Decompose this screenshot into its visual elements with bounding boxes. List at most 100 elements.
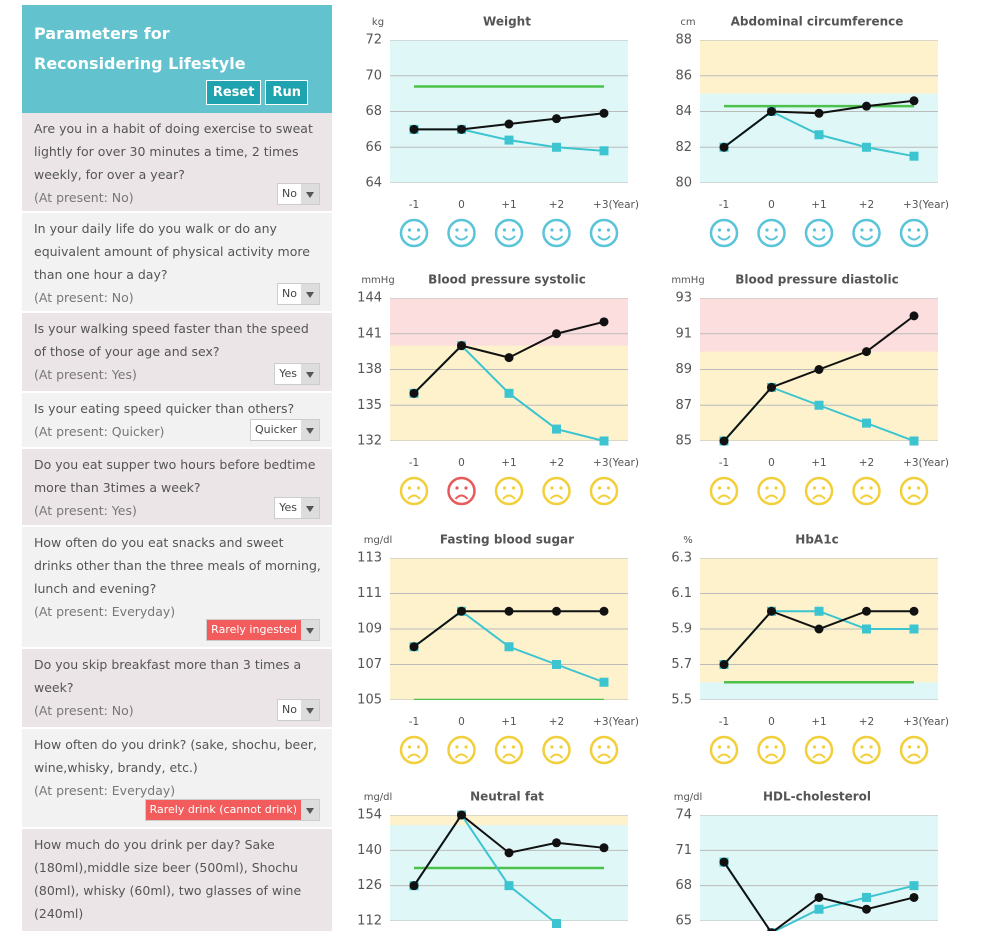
y-tick-label: 82	[675, 140, 692, 155]
point-marker	[552, 329, 561, 339]
face-eye	[821, 486, 826, 490]
question: Is your walking speed faster than the sp…	[22, 313, 332, 393]
dropdown-arrow	[301, 364, 319, 384]
face-icon	[447, 218, 476, 248]
answer-select[interactable]: Rarely drink (cannot drink)	[144, 799, 320, 821]
point-marker	[909, 436, 919, 446]
y-tick-label: 126	[357, 878, 382, 893]
point-marker	[862, 418, 871, 428]
face-icon	[852, 735, 881, 765]
chart-title: Blood pressure systolic	[428, 273, 586, 287]
face-eye	[511, 486, 516, 490]
answer-select[interactable]: Yes	[274, 497, 320, 519]
reset-button[interactable]: Reset	[205, 80, 262, 105]
face-icon	[399, 218, 429, 248]
run-button[interactable]: Run	[265, 80, 308, 105]
face-icon	[447, 735, 476, 765]
chart-title: Weight	[483, 15, 531, 29]
face-icon	[709, 476, 739, 506]
face-icon	[852, 476, 881, 506]
face-outline	[542, 218, 571, 248]
y-tick-label: 65	[675, 914, 692, 929]
answer-select[interactable]: Quicker	[249, 419, 320, 441]
x-tick-label: -1	[719, 457, 729, 469]
chart-title: Fasting blood sugar	[440, 533, 574, 547]
x-tick-label: 0	[768, 716, 775, 728]
y-tick-label: 93	[675, 291, 692, 306]
face-outline	[399, 476, 429, 506]
face-eye	[559, 745, 563, 749]
y-tick-label: 105	[357, 693, 382, 708]
face-eye	[455, 228, 459, 232]
point-marker	[504, 388, 514, 398]
plot	[390, 40, 628, 183]
x-tick-label: +3(Year)	[593, 716, 639, 728]
face-icon	[589, 735, 619, 765]
face-eye	[726, 745, 731, 749]
answer-select[interactable]: Yes	[274, 363, 320, 385]
face-eye	[464, 745, 468, 749]
point-marker	[862, 624, 871, 634]
unit-label: %	[683, 535, 693, 546]
panel-header: Parameters for Reconsidering Lifestyle R…	[22, 5, 332, 113]
face-eye	[597, 486, 602, 490]
face-outline	[757, 476, 786, 506]
x-tick-label: +2	[859, 457, 874, 469]
dropdown-arrow	[301, 620, 319, 640]
face-icon	[852, 218, 881, 248]
face-mouth	[907, 235, 921, 241]
question: How often do you eat snacks and sweet dr…	[22, 527, 332, 649]
face-eye	[821, 228, 826, 232]
point-marker	[814, 624, 824, 634]
face-mouth	[859, 235, 874, 241]
chart-title: Abdominal circumference	[731, 15, 904, 29]
face-eye	[726, 486, 731, 490]
x-tick-label: +1	[811, 199, 826, 211]
x-tick-label: -1	[719, 716, 729, 728]
answer-value: No	[282, 187, 297, 200]
answer-select[interactable]: No	[277, 183, 320, 205]
face-icon	[447, 476, 476, 506]
answer-select[interactable]: No	[277, 699, 320, 721]
face-eye	[455, 486, 459, 490]
face-outline	[709, 735, 739, 765]
answer-select[interactable]: Rarely ingested	[206, 619, 320, 641]
y-tick-label: 74	[675, 808, 692, 823]
face-outline	[589, 218, 619, 248]
y-tick-label: 113	[357, 551, 382, 566]
point-marker	[599, 436, 609, 446]
face-eye	[765, 745, 769, 749]
x-tick-label: +2	[549, 716, 564, 728]
question-text: Do you skip breakfast more than 3 times …	[34, 657, 302, 695]
face-icon	[542, 735, 571, 765]
point-marker	[909, 96, 919, 106]
face-mouth	[407, 235, 421, 241]
face-icon	[494, 476, 524, 506]
point-marker	[719, 660, 729, 669]
question-text: Is your eating speed quicker than others…	[34, 401, 295, 416]
y-tick-label: 64	[365, 176, 382, 191]
face-mouth	[764, 753, 779, 759]
y-tick-label: 138	[357, 362, 382, 377]
question-text: How often do you drink? (sake, shochu, b…	[34, 737, 318, 775]
unit-label: mg/dl	[364, 792, 393, 803]
x-tick-label: 0	[458, 716, 465, 728]
x-tick-label: +1	[501, 457, 516, 469]
answer-select[interactable]: No	[277, 283, 320, 305]
present-answer: (At present: No)	[34, 190, 134, 205]
x-tick-label: +2	[549, 199, 564, 211]
point-marker	[862, 347, 871, 357]
face-icon	[804, 735, 834, 765]
face-mouth	[597, 235, 611, 241]
plot-background	[700, 815, 938, 921]
y-tick-label: 68	[365, 104, 382, 119]
chart-title: Blood pressure diastolic	[735, 273, 899, 287]
face-eye	[726, 228, 731, 232]
dropdown-arrow	[301, 800, 319, 820]
x-tick-label: +2	[859, 716, 874, 728]
answer-value: Quicker	[254, 423, 297, 436]
face-eye	[821, 745, 826, 749]
point-marker	[767, 928, 776, 931]
plot	[390, 558, 628, 700]
